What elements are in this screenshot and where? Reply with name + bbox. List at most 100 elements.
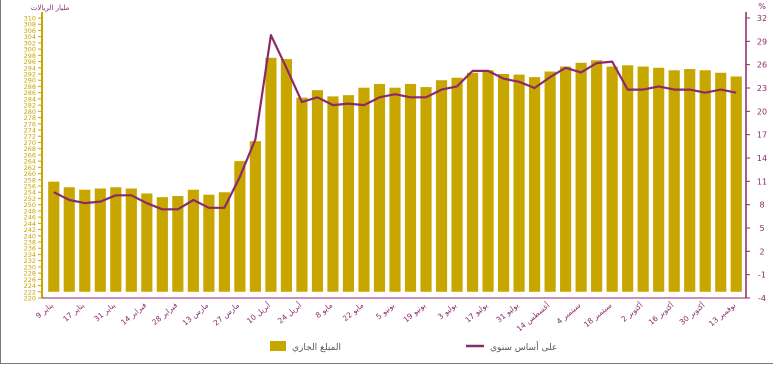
x-tick-label: 27 مارس	[212, 301, 242, 328]
bar	[451, 77, 463, 292]
right-tick-label: 8	[759, 201, 764, 210]
bar	[373, 83, 386, 292]
right-tick-label: 14	[757, 154, 767, 163]
left-tick-label: 260	[24, 170, 36, 178]
x-tick-label: 2 أكتوبر	[619, 300, 645, 324]
right-tick-label: 26	[757, 61, 767, 70]
bar	[141, 193, 153, 292]
bar	[342, 95, 355, 292]
bar	[466, 72, 479, 292]
bar	[668, 70, 680, 292]
left-tick-label: 274	[24, 127, 36, 135]
bar	[280, 59, 293, 292]
x-tick-label: 16 أكتوبر	[646, 300, 675, 327]
bar	[560, 66, 572, 292]
bar	[513, 74, 525, 292]
left-tick-label: 276	[24, 120, 36, 128]
x-tick-label: 13 نوفمبر	[707, 301, 737, 329]
left-tick-label: 242	[24, 226, 36, 234]
legend-label-line: على أساس سنوي	[490, 341, 557, 353]
x-tick-label: 3 يوليو	[436, 301, 458, 322]
legend-label-bar: المبلغ الجاري	[292, 343, 341, 353]
bar	[249, 141, 261, 292]
bar	[203, 194, 215, 292]
left-tick-label: 258	[24, 176, 36, 184]
bar	[327, 96, 339, 292]
right-tick-label: -1	[758, 271, 766, 280]
left-tick-label: 236	[24, 245, 36, 253]
left-tick-label: 280	[24, 108, 36, 116]
x-tick-label: 8 مايو	[314, 301, 335, 320]
left-tick-label: 240	[24, 232, 36, 240]
bar	[48, 181, 60, 292]
bar	[435, 80, 448, 292]
left-tick-label: 278	[24, 114, 36, 122]
right-tick-label: -4	[758, 294, 766, 303]
bar	[389, 87, 401, 292]
left-tick-label: 298	[24, 52, 36, 60]
left-tick-label: 238	[24, 239, 36, 247]
right-tick-label: 32	[757, 14, 767, 23]
x-tick-label: 31 يناير	[92, 301, 117, 324]
bar	[637, 66, 649, 292]
right-tick-label: 17	[757, 131, 767, 140]
x-tick-label: 9 يناير	[34, 301, 55, 321]
left-tick-label: 226	[24, 276, 36, 284]
series-line	[53, 33, 737, 211]
bar	[358, 87, 370, 292]
left-tick-label: 250	[24, 201, 36, 209]
left-tick-label: 266	[24, 151, 36, 159]
bar	[311, 90, 324, 292]
left-tick-label: 306	[24, 27, 36, 35]
x-tick-label: 14 فبراير	[119, 300, 148, 327]
bar	[575, 62, 587, 292]
left-tick-label: 230	[24, 263, 36, 271]
bar	[420, 87, 432, 292]
left-tick-label: 228	[24, 270, 36, 278]
left-tick-label: 268	[24, 145, 36, 153]
left-tick-label: 272	[24, 133, 36, 141]
right-tick-label: 11	[757, 177, 767, 186]
x-tick-label: 31 يوليو	[494, 301, 520, 325]
x-tick-label: 14 أغسطس	[514, 300, 551, 334]
bar	[544, 71, 556, 292]
left-tick-label: 292	[24, 71, 36, 79]
x-tick-label: 24 أبريل	[275, 300, 303, 326]
x-tick-label: 22 مايو	[341, 301, 365, 323]
left-tick-label: 282	[24, 102, 36, 110]
bar	[622, 65, 634, 292]
right-tick-label: 23	[757, 84, 767, 93]
left-tick-label: 308	[24, 21, 36, 29]
x-tick-label: 4 سبتمبر	[555, 301, 583, 326]
left-tick-label: 222	[24, 288, 36, 296]
x-tick-label: 30 أكتوبر	[677, 300, 706, 327]
right-tick-label: 5	[759, 224, 764, 233]
bar	[699, 70, 711, 292]
left-tick-label: 246	[24, 214, 36, 222]
right-tick-label: 20	[757, 107, 767, 116]
bar	[296, 97, 308, 292]
bar	[218, 192, 230, 292]
x-tick-label: 19 يونيو	[402, 301, 428, 325]
left-tick-label: 300	[24, 46, 36, 54]
bar	[482, 70, 494, 292]
bar	[730, 76, 742, 292]
left-tick-label: 290	[24, 77, 36, 85]
left-tick-label: 304	[24, 33, 36, 41]
bar	[591, 60, 603, 292]
bar	[63, 187, 75, 292]
left-tick-label: 256	[24, 183, 36, 191]
left-tick-label: 286	[24, 89, 36, 97]
bar	[529, 77, 541, 292]
bar	[606, 66, 618, 292]
x-tick-label: 18 سبتمبر	[582, 301, 613, 329]
legend-swatch-bar	[270, 341, 286, 351]
bar	[156, 197, 168, 292]
bar	[187, 189, 199, 292]
left-tick-label: 248	[24, 207, 36, 215]
bar	[79, 189, 91, 292]
bar	[404, 83, 417, 292]
left-tick-label: 232	[24, 257, 36, 265]
left-tick-label: 244	[24, 220, 36, 228]
